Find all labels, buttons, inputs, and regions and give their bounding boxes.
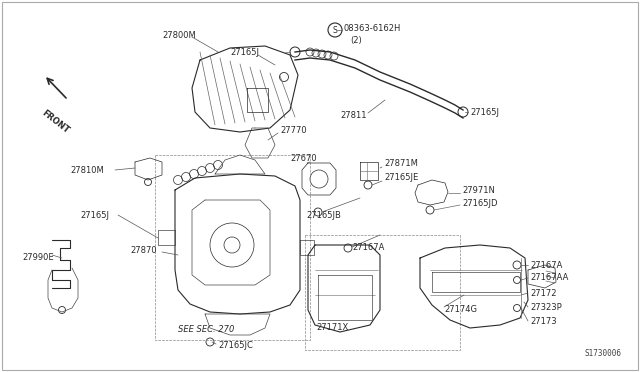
Text: 27323P: 27323P (530, 302, 562, 311)
Text: 27167A: 27167A (530, 260, 563, 269)
Text: S1730006: S1730006 (585, 349, 622, 358)
Text: 27165JD: 27165JD (462, 199, 497, 208)
Text: 27167A: 27167A (352, 243, 385, 251)
Text: 27171X: 27171X (316, 324, 348, 333)
Text: 27971N: 27971N (462, 186, 495, 195)
Text: 27165J: 27165J (230, 48, 259, 57)
Text: 27165J: 27165J (470, 108, 499, 116)
Text: FRONT: FRONT (40, 108, 70, 135)
Text: (2): (2) (350, 35, 362, 45)
Text: 27810M: 27810M (70, 166, 104, 174)
Text: 27870: 27870 (130, 246, 157, 254)
Text: SEE SEC. 270: SEE SEC. 270 (178, 326, 234, 334)
Text: 27174G: 27174G (444, 305, 477, 314)
Text: 27165JC: 27165JC (218, 340, 253, 350)
Text: 27173: 27173 (530, 317, 557, 327)
Text: 27167AA: 27167AA (530, 273, 568, 282)
Text: S: S (333, 26, 337, 35)
Text: 27165J: 27165J (80, 211, 109, 219)
Bar (155, 155, 310, 340)
Text: 27811: 27811 (340, 110, 367, 119)
Bar (305, 235, 460, 350)
Text: 27670: 27670 (290, 154, 317, 163)
Text: 27990E: 27990E (22, 253, 54, 263)
Text: 27165JB: 27165JB (306, 211, 341, 219)
Text: 27800M: 27800M (162, 31, 196, 39)
Text: 27871M: 27871M (384, 158, 418, 167)
Text: 08363-6162H: 08363-6162H (344, 23, 401, 32)
Text: 27770: 27770 (280, 125, 307, 135)
Text: 27165JE: 27165JE (384, 173, 419, 182)
Text: 27172: 27172 (530, 289, 557, 298)
